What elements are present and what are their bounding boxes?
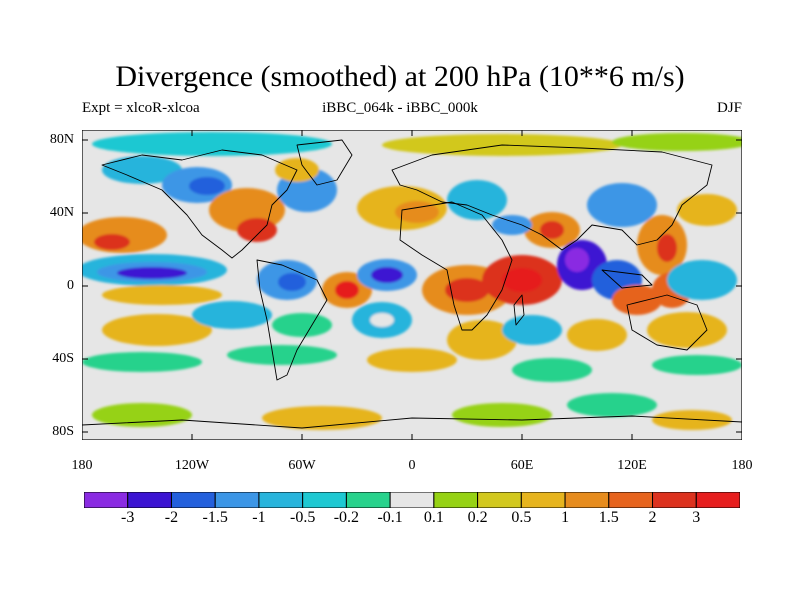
colorbar-box [302, 492, 347, 508]
colorbar-box [345, 492, 391, 508]
colorbar-label: 1 [561, 509, 570, 526]
colorbar-box [695, 492, 740, 508]
colorbar-box [127, 492, 172, 508]
colorbar-label: -0.2 [333, 509, 360, 526]
colorbar-box [214, 492, 260, 508]
colorbar-box [477, 492, 522, 508]
lon-label-180e: 180 [731, 458, 753, 473]
lon-label-0: 0 [408, 458, 416, 473]
lat-label-80n: 80N [49, 132, 74, 147]
season-label: DJF [716, 100, 742, 116]
colorbar-label: -3 [121, 509, 135, 526]
colorbar-box [652, 492, 697, 508]
colorbar-box [389, 492, 435, 508]
colorbar-label: -1 [252, 509, 266, 526]
colorbar [84, 492, 740, 508]
lon-label-60e: 60E [510, 458, 534, 473]
colorbar-box [564, 492, 610, 508]
experiment-label: Expt = xlcoR-xlcoa [82, 100, 200, 116]
lat-label-40s: 40S [52, 351, 74, 366]
colorbar-label: -0.1 [377, 509, 403, 526]
lon-label-120e: 120E [617, 458, 647, 473]
colorbar-label: 2 [648, 509, 657, 526]
divergence-map [82, 130, 742, 440]
lat-label-40n: 40N [49, 205, 74, 220]
colorbar-box [258, 492, 304, 508]
colorbar-box [608, 492, 654, 508]
colorbar-label: -1.5 [202, 509, 228, 526]
colorbar-label: 1.5 [598, 509, 619, 526]
colorbar-label: 0.2 [467, 509, 488, 526]
colorbar-label: 0.1 [423, 509, 444, 526]
lon-label-180w: 180 [71, 458, 93, 473]
colorbar-label: -0.5 [289, 509, 316, 526]
divergence-contours [82, 132, 742, 430]
chart-title: Divergence (smoothed) at 200 hPa (10**6 … [115, 60, 685, 93]
colorbar-label: 3 [692, 509, 701, 526]
lat-label-eq: 0 [67, 278, 74, 293]
colorbar-label: -2 [164, 509, 179, 526]
colorbar-box [170, 492, 216, 508]
lat-label-80s: 80S [52, 424, 74, 439]
axis-ticks [82, 130, 742, 440]
run-difference-label: iBBC_064k - iBBC_000k [322, 100, 478, 116]
colorbar-box [84, 492, 129, 508]
colorbar-box [520, 492, 566, 508]
coastlines [82, 139, 742, 429]
lon-label-120w: 120W [174, 458, 210, 473]
colorbar-box [433, 492, 479, 508]
colorbar-label: 0.5 [511, 509, 532, 526]
lon-label-60w: 60W [288, 458, 316, 473]
